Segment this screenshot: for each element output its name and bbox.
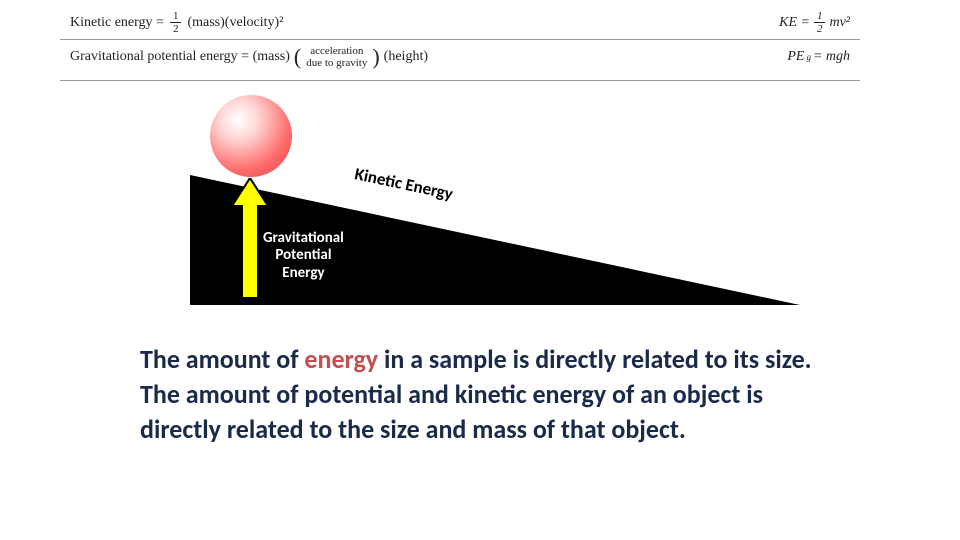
gravitational-pe-label: Gravitational Potential Energy <box>263 230 344 282</box>
ball-icon <box>210 95 292 177</box>
ke-equation-symbols: KE = 1 2 mv² <box>779 10 850 35</box>
caption-pre: The amount of <box>140 343 304 375</box>
pe-label: Gravitational potential energy = (mass) <box>70 49 290 65</box>
pe-tail-r: = mgh <box>813 49 850 65</box>
pe-equation-words: Gravitational potential energy = (mass) … <box>70 44 428 70</box>
ke-tail-r: mv² <box>829 15 850 31</box>
caption-highlight: energy <box>304 343 378 375</box>
equations-panel: Kinetic energy = 1 2 (mass)(velocity)² K… <box>60 0 860 81</box>
energy-diagram: Kinetic Energy Gravitational Potential E… <box>160 95 800 315</box>
equation-row-ke: Kinetic energy = 1 2 (mass)(velocity)² K… <box>60 6 860 40</box>
ke-fraction-r: 1 2 <box>814 10 826 35</box>
ke-equation-words: Kinetic energy = 1 2 (mass)(velocity)² <box>70 10 283 35</box>
pe-var: PE <box>787 49 804 65</box>
ke-var: KE = <box>779 15 810 31</box>
ke-label: Kinetic energy = <box>70 15 164 31</box>
pe-paren-fraction: acceleration due to gravity <box>294 44 380 70</box>
caption-text: The amount of energy in a sample is dire… <box>140 342 840 447</box>
gpe-line2: Potential <box>275 246 331 264</box>
gpe-line3: Energy <box>282 264 324 282</box>
ke-fraction: 1 2 <box>170 10 182 35</box>
pe-equation-symbols: PEg = mgh <box>787 49 850 65</box>
equation-row-pe: Gravitational potential energy = (mass) … <box>60 40 860 74</box>
ke-tail: (mass)(velocity)² <box>187 15 283 31</box>
gpe-line1: Gravitational <box>263 229 344 247</box>
pe-sub: g <box>806 52 811 62</box>
pe-tail: (height) <box>384 49 428 65</box>
